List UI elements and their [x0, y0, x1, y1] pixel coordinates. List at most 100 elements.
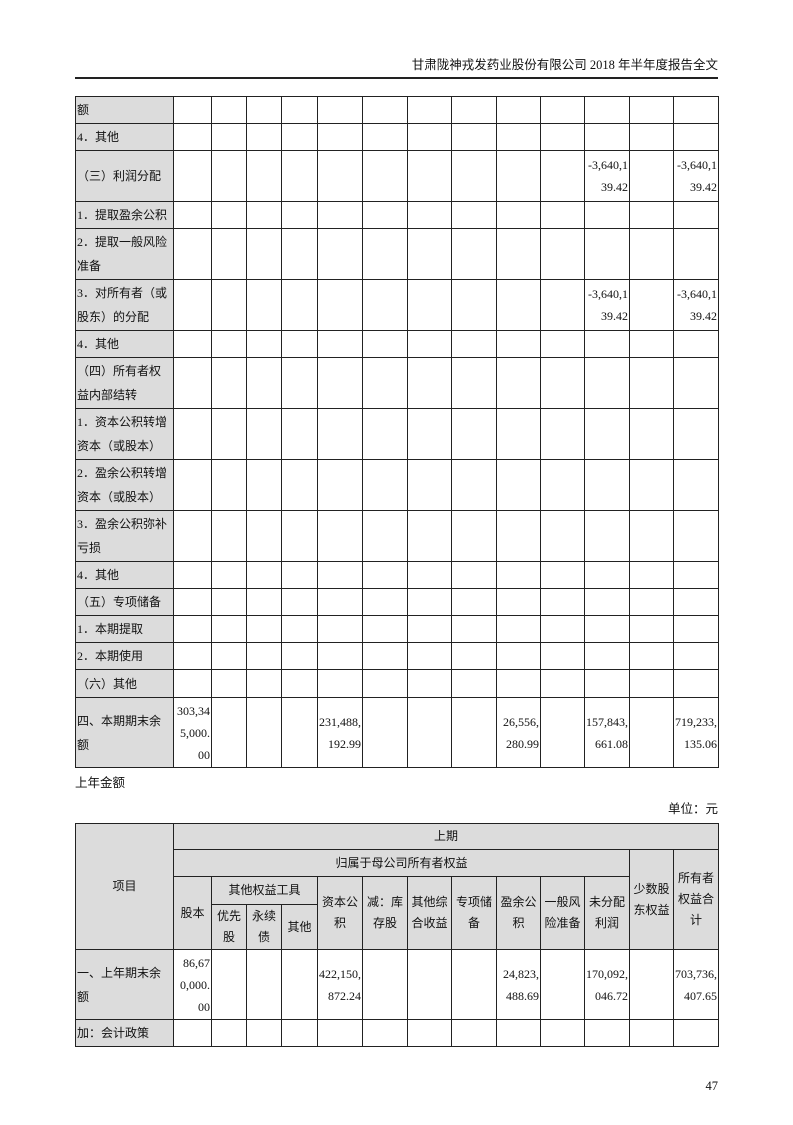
table-cell	[407, 330, 452, 358]
table-cell	[173, 459, 212, 511]
table-cell	[629, 330, 674, 358]
unit-label: 单位：元	[667, 802, 718, 816]
table-cell	[451, 123, 497, 151]
table-cell	[281, 408, 318, 460]
table-cell	[407, 228, 452, 280]
table-cell	[451, 408, 497, 460]
table-cell	[451, 279, 497, 331]
table-cell	[317, 96, 363, 124]
row-label: 1．本期提取	[75, 615, 174, 643]
table-cell	[362, 510, 408, 562]
table-cell	[540, 330, 585, 358]
table-cell	[629, 228, 674, 280]
table-cell	[362, 642, 408, 670]
table-cell	[673, 96, 719, 124]
table-cell	[407, 459, 452, 511]
table-row: 额	[75, 96, 719, 124]
table-cell	[407, 697, 452, 768]
table-cell	[317, 1019, 363, 1047]
table-cell: 303,345,000.00	[173, 697, 212, 768]
table-cell	[211, 279, 247, 331]
table-cell	[317, 408, 363, 460]
table-row: 1．提取盈余公积	[75, 201, 719, 229]
table-cell	[629, 642, 674, 670]
header-rule	[75, 77, 718, 79]
table-cell	[246, 510, 282, 562]
row-label: 一、上年期末余额	[75, 949, 174, 1020]
table-cell	[496, 669, 541, 698]
section-caption: 上年金额	[75, 776, 126, 790]
table-cell	[246, 228, 282, 280]
table-cell	[281, 697, 318, 768]
table-cell	[540, 150, 585, 202]
table-cell	[629, 201, 674, 229]
table-cell	[362, 279, 408, 331]
table-cell	[451, 228, 497, 280]
table-cell	[362, 615, 408, 643]
table-cell	[584, 123, 630, 151]
table-cell	[673, 228, 719, 280]
table-cell	[246, 561, 282, 589]
table-cell	[246, 408, 282, 460]
table-cell	[540, 561, 585, 589]
table-cell	[629, 459, 674, 511]
table-cell	[281, 669, 318, 698]
table-cell	[362, 408, 408, 460]
row-label: 2．盈余公积转增资本（或股本）	[75, 459, 174, 511]
table-cell	[496, 615, 541, 643]
table-cell	[629, 949, 674, 1020]
table-row: （三）利润分配 -3,640,139.42 -3,640,139.42	[75, 150, 719, 202]
table-cell	[629, 279, 674, 331]
table-cell	[246, 150, 282, 202]
col-treasury: 减：库存股	[362, 876, 408, 950]
table-cell	[629, 123, 674, 151]
table-cell	[281, 615, 318, 643]
page-header: 甘肃陇神戎发药业股份有限公司 2018 年半年度报告全文	[411, 58, 718, 72]
row-label: 3．对所有者（或股东）的分配	[75, 279, 174, 331]
table-cell	[362, 150, 408, 202]
table-cell	[496, 510, 541, 562]
table-cell	[584, 96, 630, 124]
table-cell	[496, 1019, 541, 1047]
table-cell	[496, 123, 541, 151]
table-cell	[173, 1019, 212, 1047]
table-cell	[211, 96, 247, 124]
table-cell	[211, 615, 247, 643]
table-cell	[496, 561, 541, 589]
table-cell	[451, 588, 497, 616]
table-cell	[584, 510, 630, 562]
table-cell	[451, 642, 497, 670]
table-cell	[362, 123, 408, 151]
table-cell	[451, 510, 497, 562]
row-label: （六）其他	[75, 669, 174, 698]
table-cell	[540, 228, 585, 280]
table-cell	[362, 1019, 408, 1047]
table-cell	[317, 279, 363, 331]
table-row: 4．其他	[75, 123, 719, 151]
row-label: 4．其他	[75, 561, 174, 589]
col-preferred: 优先股	[211, 904, 247, 950]
table-cell	[246, 949, 282, 1020]
table-cell	[317, 459, 363, 511]
table-cell	[173, 408, 212, 460]
table-cell: 422,150,872.24	[317, 949, 363, 1020]
table-cell	[540, 96, 585, 124]
table-cell	[451, 357, 497, 409]
table-cell	[451, 330, 497, 358]
table-row: 4．其他	[75, 330, 719, 358]
table-cell	[451, 96, 497, 124]
table-cell	[540, 357, 585, 409]
table-cell	[584, 201, 630, 229]
table-cell	[281, 1019, 318, 1047]
table-cell	[540, 588, 585, 616]
table-cell	[407, 669, 452, 698]
table-row: 2．本期使用	[75, 642, 719, 670]
row-label: （四）所有者权益内部结转	[75, 357, 174, 409]
table-cell	[407, 123, 452, 151]
table-row: （五）专项储备	[75, 588, 719, 616]
table-cell	[246, 201, 282, 229]
table-cell	[540, 408, 585, 460]
table-cell	[629, 510, 674, 562]
table-row: 四、本期期末余额 303,345,000.00 231,488,192.99 26,5…	[75, 697, 719, 768]
